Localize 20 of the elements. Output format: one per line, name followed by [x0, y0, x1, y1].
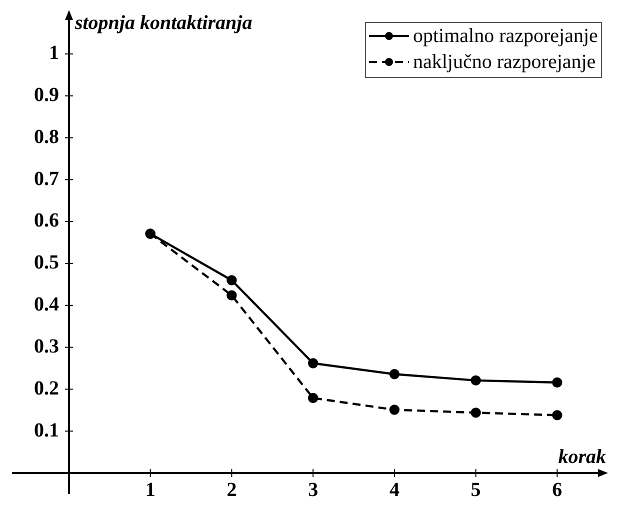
y-axis-title: stopnja kontaktiranja: [74, 12, 252, 34]
x-tick-label: 4: [389, 479, 400, 502]
x-tick-label: 1: [145, 479, 156, 502]
y-tick-label: 0.8: [34, 126, 59, 148]
x-tick-label: 5: [470, 479, 481, 502]
x-tick-label: 2: [226, 479, 237, 502]
y-tick-label: 0.2: [34, 377, 59, 400]
y-tick-label: 0.5: [34, 252, 59, 274]
y-tick-label: 0.4: [34, 294, 59, 316]
y-tick-label: 0.7: [34, 168, 59, 190]
y-tick-label: 0.6: [34, 210, 59, 232]
x-axis-title: korak: [558, 446, 606, 468]
y-tick-label: 0.3: [34, 335, 59, 358]
x-tick-label: 3: [308, 479, 318, 502]
y-tick-label: 0.9: [34, 84, 59, 106]
y-tick-label: 1: [48, 42, 59, 64]
legend-label: naključno razporejanje: [413, 51, 596, 73]
x-tick-label: 6: [552, 479, 562, 502]
y-tick-label: 0.1: [34, 419, 59, 442]
legend-label: optimalno razporejanje: [413, 25, 598, 47]
